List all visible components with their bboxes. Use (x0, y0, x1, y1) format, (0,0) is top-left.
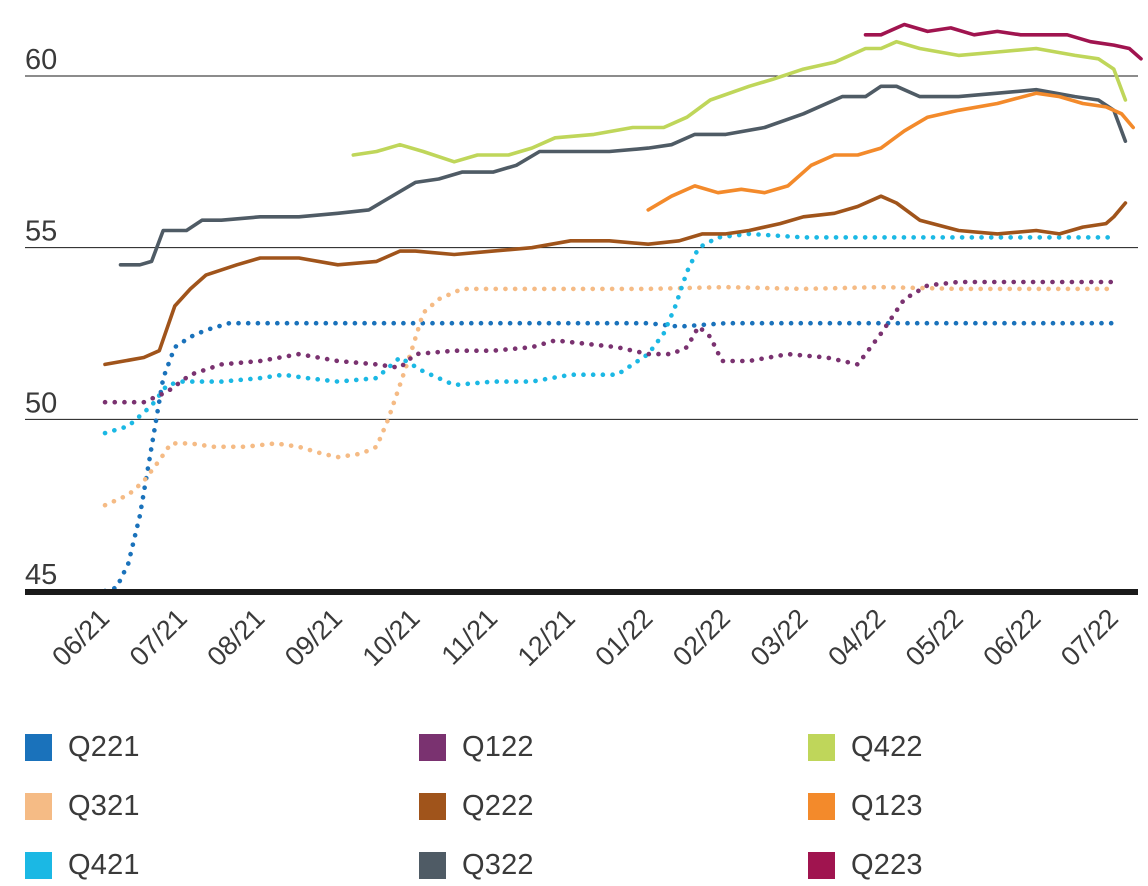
legend-swatch (25, 792, 52, 820)
series-line-q221 (102, 320, 1117, 594)
series-line-q421 (102, 231, 1117, 436)
series-line-q422 (351, 39, 1128, 164)
series-line-q322 (118, 84, 1128, 267)
series-lines (102, 22, 1143, 594)
x-axis-line (25, 589, 1138, 595)
x-tick-label: 04/22 (822, 603, 891, 672)
legend-label: Q122 (462, 730, 534, 763)
series-line-q321 (102, 284, 1117, 508)
legend-swatch (808, 792, 835, 820)
x-tick-label: 06/22 (977, 603, 1046, 672)
series-line-q123 (646, 91, 1135, 212)
legend-label: Q422 (851, 730, 923, 763)
y-tick-label: 50 (25, 387, 57, 419)
legend-label: Q322 (462, 848, 534, 881)
legend-label: Q321 (68, 789, 140, 822)
legend-item-q322: Q322 (419, 845, 534, 885)
legend-swatch (419, 792, 446, 820)
gridlines (25, 75, 1138, 420)
legend-item-q223: Q223 (808, 845, 923, 885)
legend-swatch (25, 733, 52, 761)
legend-item-q321: Q321 (25, 786, 140, 826)
legend-item-q221: Q221 (25, 727, 140, 767)
chart-legend: Q221 Q321 Q421 Q122 Q222 Q322 Q422 Q123 Q223 (0, 718, 1148, 886)
legend-item-q422: Q422 (808, 727, 923, 767)
y-axis-ticks: 45 50 55 60 (25, 44, 57, 591)
legend-item-q123: Q123 (808, 786, 923, 826)
legend-item-q122: Q122 (419, 727, 534, 767)
series-line-q222 (103, 194, 1128, 367)
x-tick-label: 07/22 (1055, 603, 1124, 672)
y-tick-label: 45 (25, 559, 57, 591)
legend-label: Q123 (851, 789, 923, 822)
legend-label: Q222 (462, 789, 534, 822)
legend-item-q421: Q421 (25, 845, 140, 885)
x-tick-label: 07/21 (124, 603, 193, 672)
x-tick-label: 11/21 (436, 603, 504, 671)
legend-label: Q421 (68, 848, 140, 881)
y-tick-label: 55 (25, 216, 57, 248)
x-tick-label: 12/21 (512, 603, 581, 672)
x-tick-label: 02/22 (667, 603, 736, 672)
x-tick-label: 09/21 (279, 603, 348, 672)
x-tick-label: 10/21 (357, 603, 426, 672)
x-axis (25, 589, 1138, 595)
y-tick-label: 60 (25, 44, 57, 76)
x-tick-label: 08/21 (201, 603, 270, 672)
series-line-q223 (863, 22, 1143, 61)
legend-swatch (419, 733, 446, 761)
x-axis-ticks: 06/21 07/21 08/21 09/21 10/21 11/21 12/21 01/22… (46, 603, 1124, 672)
legend-swatch (808, 851, 835, 879)
legend-swatch (419, 851, 446, 879)
x-tick-label: 01/22 (589, 603, 658, 672)
legend-swatch (808, 733, 835, 761)
legend-label: Q221 (68, 730, 140, 763)
x-tick-label: 05/22 (900, 603, 969, 672)
legend-swatch (25, 851, 52, 879)
series-line-q122 (102, 279, 1117, 405)
x-tick-label: 03/22 (745, 603, 814, 672)
legend-item-q222: Q222 (419, 786, 534, 826)
x-tick-label: 06/21 (46, 603, 115, 672)
line-chart: 45 50 55 60 06/21 07/21 08/21 09/21 10/21 11/21 1… (25, 22, 1143, 672)
legend-label: Q223 (851, 848, 923, 881)
